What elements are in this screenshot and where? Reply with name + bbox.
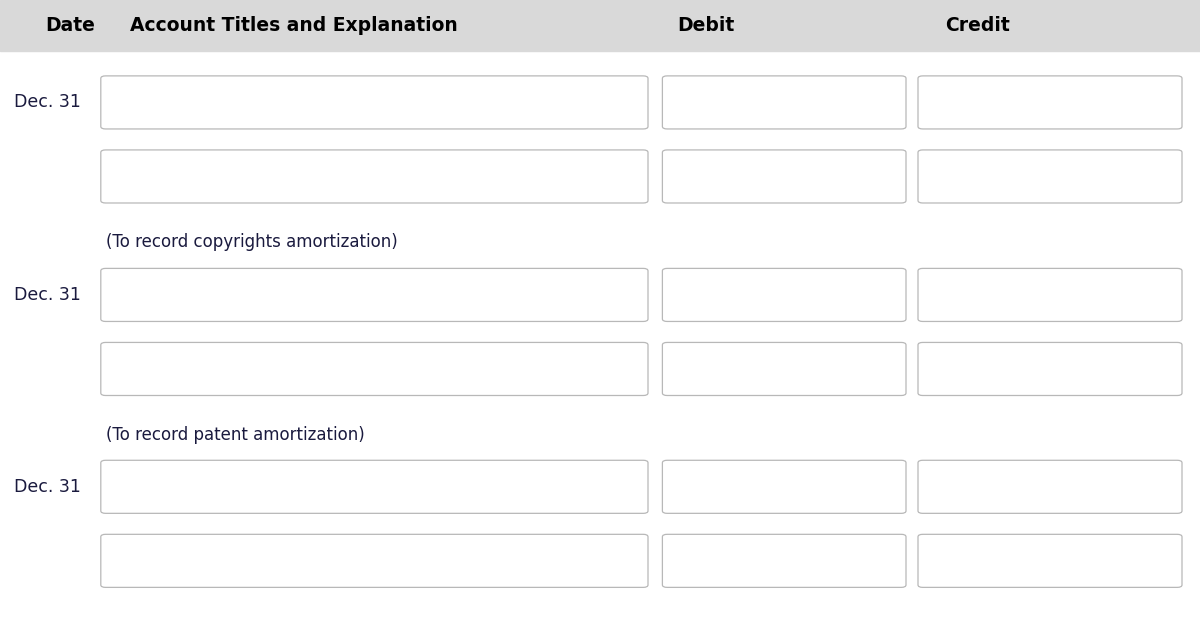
Text: Credit: Credit xyxy=(946,16,1010,35)
FancyBboxPatch shape xyxy=(662,460,906,513)
FancyBboxPatch shape xyxy=(101,150,648,203)
FancyBboxPatch shape xyxy=(918,460,1182,513)
Text: Dec. 31: Dec. 31 xyxy=(14,478,82,496)
Text: Dec. 31: Dec. 31 xyxy=(14,286,82,304)
FancyBboxPatch shape xyxy=(918,150,1182,203)
FancyBboxPatch shape xyxy=(662,76,906,129)
FancyBboxPatch shape xyxy=(662,342,906,395)
FancyBboxPatch shape xyxy=(918,534,1182,587)
Text: (To record copyrights amortization): (To record copyrights amortization) xyxy=(106,233,397,252)
FancyBboxPatch shape xyxy=(662,268,906,321)
FancyBboxPatch shape xyxy=(101,76,648,129)
FancyBboxPatch shape xyxy=(101,534,648,587)
Text: Date: Date xyxy=(46,16,96,35)
FancyBboxPatch shape xyxy=(101,460,648,513)
FancyBboxPatch shape xyxy=(101,342,648,395)
Bar xyxy=(0,0,1200,51)
FancyBboxPatch shape xyxy=(662,150,906,203)
FancyBboxPatch shape xyxy=(662,534,906,587)
Text: (To record patent amortization): (To record patent amortization) xyxy=(106,426,365,444)
FancyBboxPatch shape xyxy=(918,76,1182,129)
FancyBboxPatch shape xyxy=(101,268,648,321)
FancyBboxPatch shape xyxy=(918,268,1182,321)
FancyBboxPatch shape xyxy=(918,342,1182,395)
Text: Account Titles and Explanation: Account Titles and Explanation xyxy=(130,16,457,35)
Text: Debit: Debit xyxy=(677,16,734,35)
Text: Dec. 31: Dec. 31 xyxy=(14,93,82,112)
